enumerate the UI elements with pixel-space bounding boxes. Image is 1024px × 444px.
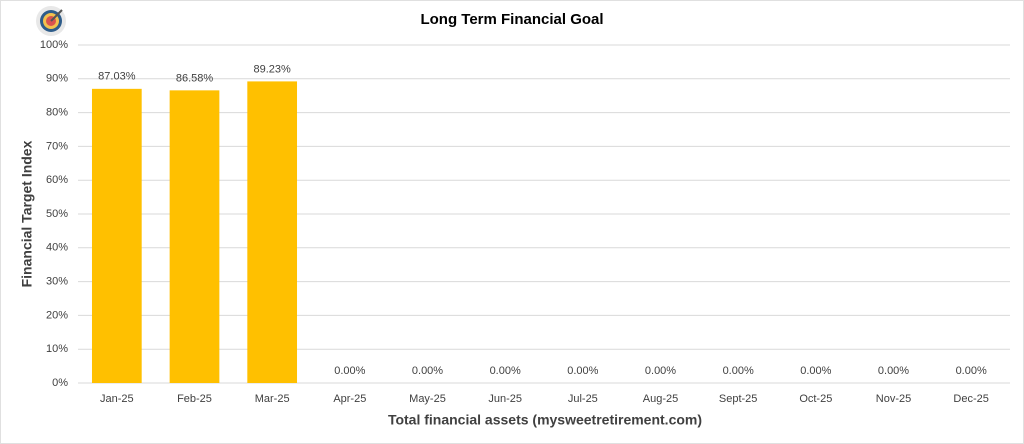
- x-tick-label: Aug-25: [643, 393, 678, 405]
- value-label: 0.00%: [567, 365, 598, 377]
- x-tick-label: Apr-25: [333, 393, 366, 405]
- y-tick-label: 20%: [46, 309, 68, 321]
- value-label: 0.00%: [412, 365, 443, 377]
- y-tick-label: 60%: [46, 174, 68, 186]
- x-tick-label: Jun-25: [488, 393, 522, 405]
- x-tick-label: May-25: [409, 393, 446, 405]
- value-label: 0.00%: [800, 365, 831, 377]
- y-tick-label: 100%: [40, 39, 68, 51]
- value-label: 0.00%: [878, 365, 909, 377]
- x-tick-label: Jan-25: [100, 393, 134, 405]
- y-tick-label: 50%: [46, 208, 68, 220]
- value-label: 0.00%: [334, 365, 365, 377]
- x-tick-label: Jul-25: [568, 393, 598, 405]
- x-tick-label: Dec-25: [953, 393, 988, 405]
- value-label: 86.58%: [176, 72, 214, 84]
- value-label: 87.03%: [98, 71, 136, 83]
- chart-title: Long Term Financial Goal: [420, 11, 603, 28]
- bar: [91, 88, 142, 384]
- value-label: 89.23%: [254, 63, 292, 75]
- bar: [247, 81, 298, 384]
- y-axis-label: Financial Target Index: [19, 140, 35, 287]
- value-label: 0.00%: [645, 365, 676, 377]
- target-icon: [36, 6, 66, 36]
- y-tick-label: 0%: [52, 377, 68, 389]
- x-axis-label: Total financial assets (mysweetretiremen…: [388, 412, 702, 428]
- x-tick-label: Oct-25: [799, 393, 832, 405]
- value-label: 0.00%: [723, 365, 754, 377]
- y-tick-label: 90%: [46, 73, 68, 85]
- x-tick-label: Feb-25: [177, 393, 212, 405]
- x-tick-label: Sept-25: [719, 393, 758, 405]
- x-tick-label: Nov-25: [876, 393, 911, 405]
- y-tick-label: 40%: [46, 242, 68, 254]
- x-tick-label: Mar-25: [255, 393, 290, 405]
- y-tick-label: 80%: [46, 107, 68, 119]
- y-tick-label: 70%: [46, 140, 68, 152]
- y-tick-label: 30%: [46, 276, 68, 288]
- value-label: 0.00%: [490, 365, 521, 377]
- value-label: 0.00%: [956, 365, 987, 377]
- y-tick-label: 10%: [46, 343, 68, 355]
- bar: [169, 90, 220, 384]
